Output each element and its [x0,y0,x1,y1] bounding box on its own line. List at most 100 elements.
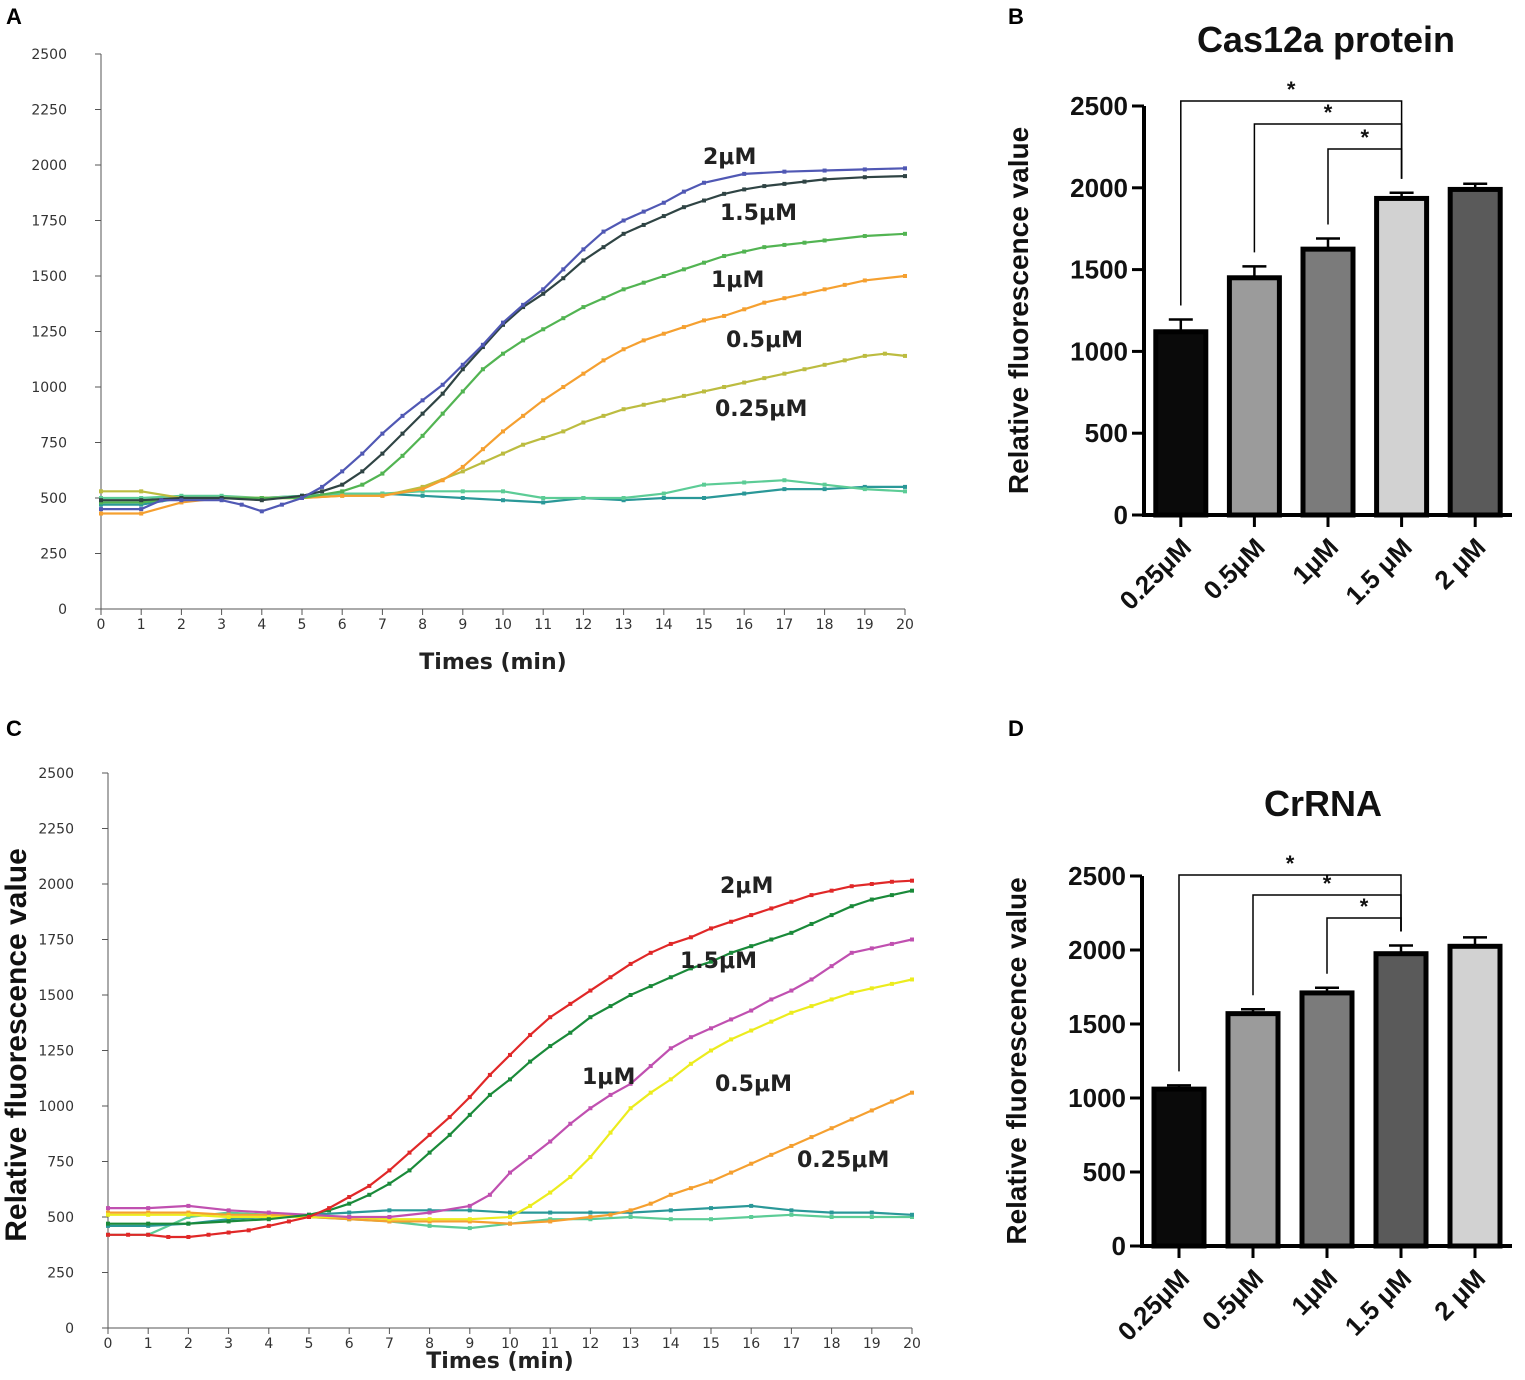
data-point [139,500,144,505]
data-point [782,181,787,186]
x-tick-label: 19 [856,617,874,633]
data-point [628,1208,633,1213]
significance-star: * [1323,871,1332,896]
data-point [862,484,867,489]
data-point [420,493,425,498]
data-point [300,496,304,500]
x-tick-label: 15 [695,617,713,633]
y-tick-label: 750 [47,1155,74,1171]
data-point [581,247,586,252]
x-tick-label: 15 [702,1336,720,1352]
bar [1447,186,1503,518]
data-point [440,411,445,416]
data-point [226,1210,231,1215]
data-point [548,1015,553,1020]
data-point [910,937,914,942]
x-tick-label: 19 [863,1336,881,1352]
x-tick-label: 5 [305,1336,314,1352]
data-point [742,171,747,176]
data-point [688,935,693,940]
data-point [628,993,633,997]
chart-title: Cas12a protein [1197,19,1455,60]
data-point [789,1010,794,1015]
data-point [480,342,485,347]
data-point [661,214,666,219]
data-point [769,906,774,911]
data-point [869,946,874,951]
data-point [501,429,505,434]
data-point [809,921,814,926]
data-point [300,493,304,498]
x-tick-label: 14 [655,617,673,633]
x-tick-label: 1μM [1286,532,1344,590]
y-tick-label: 500 [1083,1157,1126,1187]
data-point [862,278,867,283]
x-tick-label: 0.5μM [1197,532,1270,605]
data-point [709,1206,713,1211]
data-point [829,1126,834,1131]
x-tick-label: 8 [418,617,427,633]
data-point [226,1219,231,1224]
data-point [889,893,894,898]
data-point [480,460,485,465]
data-point [862,487,867,492]
x-tick-label: 0.25μM [1113,532,1197,616]
panel-c-letter: C [6,716,22,741]
x-tick-label: 16 [735,617,753,633]
data-point [661,491,666,496]
y-tick-label: 1000 [1070,336,1128,366]
data-point [146,1206,151,1211]
data-point [99,507,103,512]
data-point [621,496,626,500]
y-tick-label: 750 [40,436,67,452]
data-point [581,258,586,263]
data-point [601,296,606,301]
data-point [581,420,586,425]
data-point [889,1099,894,1104]
data-point [709,1179,713,1184]
data-point [681,325,686,330]
data-point [460,367,465,372]
data-point [239,502,244,507]
series-label: 0.5μM [715,1072,792,1097]
data-point [601,358,606,363]
data-point [501,320,505,325]
series-line [101,274,906,515]
y-tick-label: 1250 [38,1044,74,1060]
data-point [508,1210,512,1215]
data-point [541,436,546,441]
data-point [407,1168,412,1173]
y-tick-label: 2000 [1068,935,1126,965]
data-point [588,1155,593,1160]
significance-star: * [1361,125,1370,150]
data-point [521,338,526,343]
x-tick-label: 16 [742,1336,760,1352]
data-point [628,961,633,966]
x-tick-label: 9 [465,1336,474,1352]
data-point [360,482,365,487]
data-point [702,180,706,185]
data-point [722,313,727,318]
data-point [440,391,445,396]
data-point [139,489,144,494]
y-tick-label: 1000 [31,380,67,396]
data-point [628,1215,633,1219]
data-point [742,249,747,254]
data-point [749,1203,754,1208]
data-point [508,1077,512,1082]
bar [1373,951,1429,1249]
data-point [903,166,907,171]
y-tick-label: 1500 [1068,1009,1126,1039]
data-point [480,447,485,452]
data-point [789,930,794,935]
x-tick-label: 13 [615,617,633,633]
data-point [307,1215,311,1219]
data-point [749,1028,754,1033]
x-tick-label: 1.5 μM [1339,1263,1417,1341]
data-point [729,1037,734,1042]
y-tick-label: 1000 [1068,1083,1126,1113]
data-point [487,1072,492,1077]
data-point [722,254,727,259]
data-point [480,367,485,372]
data-point [528,1059,533,1064]
